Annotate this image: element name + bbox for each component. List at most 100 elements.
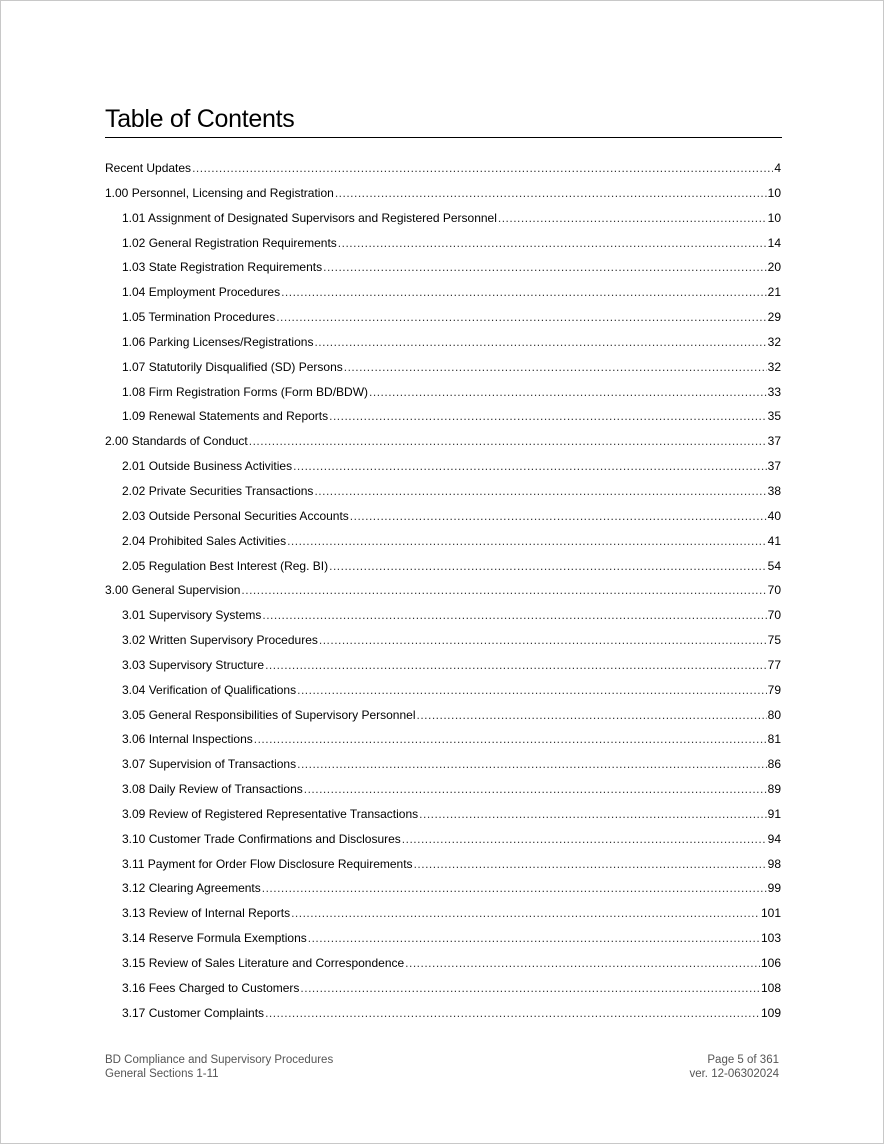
toc-entry-label: 3.02 Written Supervisory Procedures [122,633,318,648]
dot-leader [344,357,767,377]
toc-entry-label: 2.00 Standards of Conduct [105,434,248,449]
toc-entry[interactable]: 2.03 Outside Personal Securities Account… [105,506,781,531]
dot-leader [265,1003,760,1023]
toc-entry[interactable]: 3.03 Supervisory Structure 77 [105,655,781,680]
dot-leader [498,208,767,228]
toc-entry-label: 2.03 Outside Personal Securities Account… [122,508,349,523]
dot-leader [369,382,767,402]
toc-entry-page: 70 [767,583,781,598]
toc-entry-label: 1.03 State Registration Requirements [122,260,323,275]
toc-entry-label: 3.07 Supervision of Transactions [122,757,297,772]
footer-right: Page 5 of 361 ver. 12-06302024 [689,1053,779,1081]
footer-left: BD Compliance and Supervisory Procedures… [105,1053,333,1081]
dot-leader [254,729,767,749]
toc-entry[interactable]: 3.09 Review of Registered Representative… [105,804,781,829]
toc-entry[interactable]: 3.08 Daily Review of Transactions 89 [105,779,781,804]
toc-entry-page: 109 [760,1005,781,1020]
toc-entry[interactable]: 2.04 Prohibited Sales Activities 41 [105,531,781,556]
dot-leader [262,878,767,898]
title-rule [105,137,782,138]
toc-entry[interactable]: 1.02 General Registration Requirements 14 [105,233,781,258]
toc-entry[interactable]: 3.13 Review of Internal Reports 101 [105,903,781,928]
dot-leader [417,705,767,725]
dot-leader [338,233,767,253]
toc-entry[interactable]: 3.06 Internal Inspections 81 [105,729,781,754]
toc-entry-label: 3.10 Customer Trade Confirmations and Di… [122,831,401,846]
toc-entry-page: 77 [767,657,781,672]
toc-entry[interactable]: 2.02 Private Securities Transactions 38 [105,481,781,506]
toc-entry[interactable]: 2.00 Standards of Conduct 37 [105,431,781,456]
dot-leader [329,406,767,426]
toc-entry-label: 3.06 Internal Inspections [122,732,253,747]
toc-entry[interactable]: 1.08 Firm Registration Forms (Form BD/BD… [105,382,781,407]
toc-entry[interactable]: 1.00 Personnel, Licensing and Registrati… [105,183,781,208]
toc-entry-page: 10 [767,210,781,225]
dot-leader [314,481,766,501]
toc-entry[interactable]: Recent Updates 4 [105,158,781,183]
toc-entry[interactable]: 1.05 Termination Procedures 29 [105,307,781,332]
footer-page-number: Page 5 of 361 [707,1054,779,1066]
toc-entry-label: Recent Updates [105,161,192,175]
dot-leader [405,953,760,973]
toc-entry-label: 3.14 Reserve Formula Exemptions [122,931,307,946]
toc-entry[interactable]: 3.02 Written Supervisory Procedures 75 [105,630,781,655]
toc-entry-label: 3.05 General Responsibilities of Supervi… [122,707,416,722]
toc-entry-page: 33 [767,384,781,399]
dot-leader [297,680,767,700]
toc-entry-label: 3.03 Supervisory Structure [122,657,265,672]
toc-entry[interactable]: 1.04 Employment Procedures 21 [105,282,781,307]
toc-entry-label: 2.02 Private Securities Transactions [122,483,314,498]
toc-entry-label: 3.08 Daily Review of Transactions [122,782,303,797]
toc-entry-label: 1.06 Parking Licenses/Registrations [122,334,314,349]
toc-entry[interactable]: 1.03 State Registration Requirements 20 [105,257,781,282]
toc-entry[interactable]: 3.15 Review of Sales Literature and Corr… [105,953,781,978]
toc-entry-label: 3.16 Fees Charged to Customers [122,980,300,995]
toc-entry[interactable]: 3.00 General Supervision 70 [105,580,781,605]
toc-entry-page: 101 [760,906,781,921]
toc-entry[interactable]: 1.09 Renewal Statements and Reports 35 [105,406,781,431]
toc-entry[interactable]: 3.10 Customer Trade Confirmations and Di… [105,829,781,854]
toc-entry-label: 3.04 Verification of Qualifications [122,682,297,697]
toc-entry-page: 4 [774,161,781,175]
toc-entry[interactable]: 3.17 Customer Complaints 109 [105,1003,781,1028]
dot-leader [304,779,767,799]
toc-entry-label: 2.01 Outside Business Activities [122,459,293,474]
dot-leader [297,754,767,774]
toc-entry-page: 80 [767,707,781,722]
dot-leader [281,282,767,302]
toc-entry-label: 2.05 Regulation Best Interest (Reg. BI) [122,558,329,573]
toc-entry-page: 89 [767,782,781,797]
toc-entry-label: 1.01 Assignment of Designated Supervisor… [122,210,497,225]
toc-entry-label: 1.08 Firm Registration Forms (Form BD/BD… [122,384,369,399]
toc-entry-page: 38 [767,483,781,498]
toc-entry-page: 86 [767,757,781,772]
toc-entry[interactable]: 2.01 Outside Business Activities 37 [105,456,781,481]
toc-entry-label: 1.09 Renewal Statements and Reports [122,409,329,424]
toc-entry-page: 70 [767,608,781,623]
toc-entry-label: 3.09 Review of Registered Representative… [122,806,419,821]
toc-entry-label: 1.07 Statutorily Disqualified (SD) Perso… [122,359,343,374]
toc-entry-label: 3.00 General Supervision [105,583,241,598]
toc-entry-page: 20 [767,260,781,275]
toc-entry-page: 40 [767,508,781,523]
dot-leader [192,158,773,178]
toc-entry-label: 1.02 General Registration Requirements [122,235,337,250]
dot-leader [262,605,766,625]
footer-section: General Sections 1-11 [105,1068,219,1080]
toc-entry-page: 41 [767,533,781,548]
toc-entry[interactable]: 3.05 General Responsibilities of Supervi… [105,705,781,730]
toc-entry[interactable]: 3.07 Supervision of Transactions 86 [105,754,781,779]
toc-entry[interactable]: 3.12 Clearing Agreements 99 [105,878,781,903]
toc-entry[interactable]: 3.16 Fees Charged to Customers 108 [105,978,781,1003]
toc-entry-page: 81 [767,732,781,747]
toc-entry[interactable]: 1.06 Parking Licenses/Registrations 32 [105,332,781,357]
toc-entry-label: 3.01 Supervisory Systems [122,608,262,623]
toc-entry[interactable]: 2.05 Regulation Best Interest (Reg. BI) 5… [105,556,781,581]
toc-entry[interactable]: 3.14 Reserve Formula Exemptions 103 [105,928,781,953]
toc-entry[interactable]: 1.07 Statutorily Disqualified (SD) Perso… [105,357,781,382]
toc-entry[interactable]: 3.01 Supervisory Systems 70 [105,605,781,630]
toc-entry-page: 99 [767,881,781,896]
toc-entry[interactable]: 3.11 Payment for Order Flow Disclosure R… [105,854,781,879]
toc-entry[interactable]: 3.04 Verification of Qualifications 79 [105,680,781,705]
toc-entry[interactable]: 1.01 Assignment of Designated Supervisor… [105,208,781,233]
